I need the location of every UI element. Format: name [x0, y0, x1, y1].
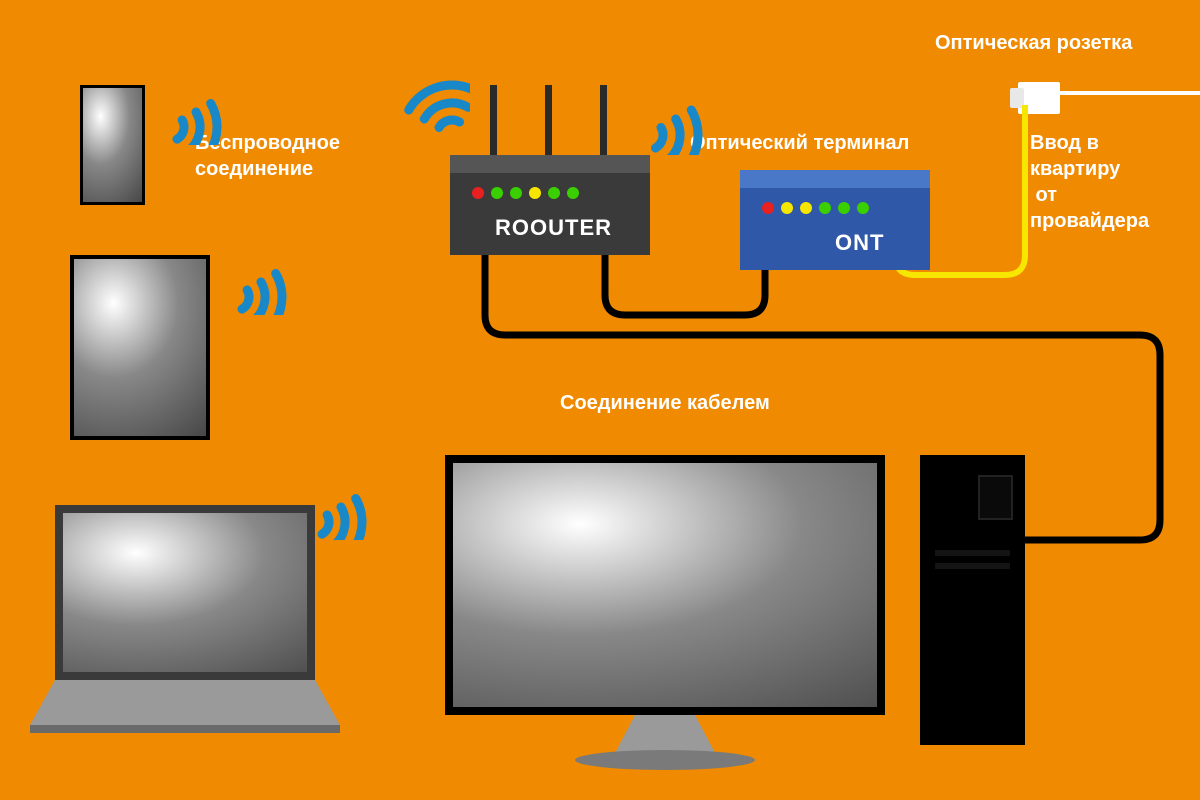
- label-cable-connection: Соединение кабелем: [560, 390, 770, 416]
- router-leds: [472, 187, 579, 199]
- phone-device: [80, 85, 145, 205]
- wifi-router-left-icon: [370, 55, 470, 155]
- wifi-laptop-icon: [300, 450, 390, 540]
- laptop-device: [55, 505, 340, 740]
- monitor-device: [445, 455, 885, 770]
- tablet-device: [70, 255, 210, 440]
- label-optical-socket: Оптическая розетка: [935, 30, 1132, 56]
- ont-leds: [762, 202, 869, 214]
- router-label: ROOUTER: [495, 215, 612, 241]
- fiber-input-line: [1060, 88, 1200, 98]
- pc-tower-device: [920, 455, 1025, 745]
- wifi-tablet-icon: [220, 225, 310, 315]
- wifi-router-right-icon: [630, 55, 730, 155]
- wifi-phone-icon: [155, 55, 245, 145]
